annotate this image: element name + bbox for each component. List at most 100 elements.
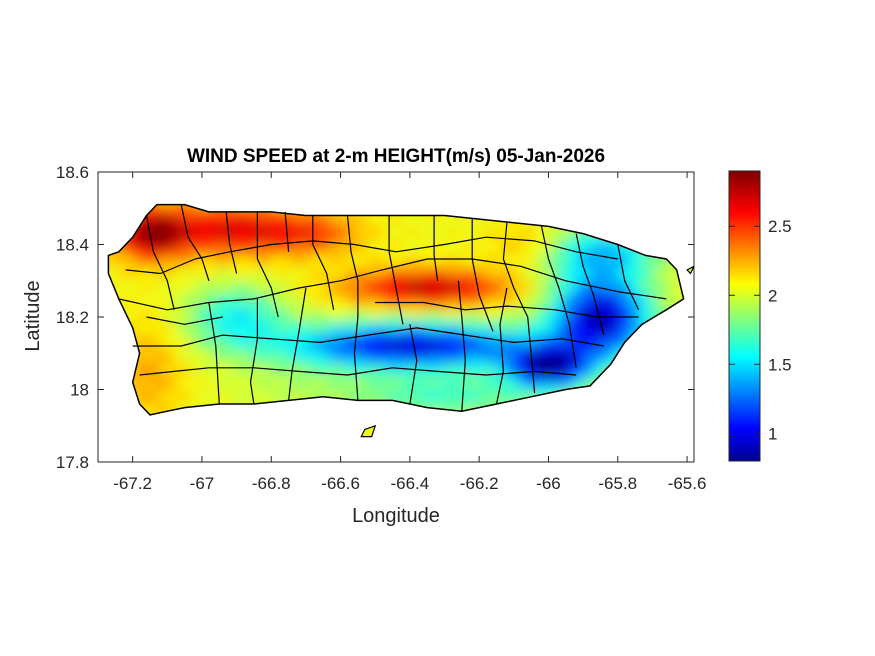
- wind-cell: [284, 352, 291, 359]
- wind-cell: [500, 238, 507, 245]
- wind-cell: [344, 334, 351, 341]
- wind-cell: [464, 220, 471, 227]
- wind-cell: [194, 316, 201, 323]
- wind-cell: [152, 334, 159, 341]
- wind-cell: [236, 274, 243, 281]
- wind-cell: [108, 268, 111, 275]
- wind-cell: [422, 238, 429, 245]
- municipal-border: [132, 327, 605, 347]
- wind-cell: [308, 346, 315, 353]
- wind-cell: [164, 208, 171, 215]
- wind-cell: [524, 364, 531, 371]
- wind-cell: [602, 322, 609, 329]
- wind-cell: [188, 304, 195, 311]
- wind-cell: [572, 304, 579, 311]
- wind-cell: [548, 226, 555, 233]
- wind-cell: [506, 334, 513, 341]
- wind-cell: [158, 256, 165, 263]
- wind-cell: [506, 262, 513, 269]
- wind-cell: [410, 238, 417, 245]
- wind-cell: [614, 340, 621, 347]
- wind-cell: [548, 370, 555, 377]
- wind-cell: [200, 274, 207, 281]
- wind-cell: [458, 358, 465, 365]
- wind-cell: [362, 280, 369, 287]
- wind-cell: [296, 382, 303, 389]
- wind-cell: [404, 322, 411, 329]
- wind-cell: [590, 256, 597, 263]
- wind-cell: [164, 298, 171, 305]
- wind-cell: [224, 262, 231, 269]
- wind-cell: [434, 268, 441, 275]
- wind-cell: [272, 352, 279, 359]
- wind-cell: [368, 334, 375, 341]
- wind-cell: [548, 304, 555, 311]
- colorbar-gradient: [728, 170, 761, 462]
- wind-cell: [548, 256, 555, 263]
- wind-cell: [242, 322, 249, 329]
- wind-cell: [440, 382, 447, 389]
- wind-cell: [374, 346, 381, 353]
- wind-cell: [350, 238, 357, 245]
- x-tick-label: -66.8: [252, 474, 291, 493]
- wind-cell: [578, 316, 585, 323]
- wind-cell: [224, 334, 231, 341]
- wind-cell: [254, 346, 261, 353]
- wind-cell: [416, 334, 423, 341]
- wind-cell: [554, 382, 561, 389]
- wind-cell: [554, 298, 561, 305]
- wind-cell: [206, 358, 213, 365]
- wind-cell: [488, 394, 495, 401]
- wind-cell: [572, 328, 579, 335]
- wind-cell: [428, 394, 435, 401]
- wind-cell: [590, 274, 597, 281]
- wind-cell: [632, 292, 639, 299]
- x-tick-label: -67: [190, 474, 215, 493]
- wind-cell: [248, 328, 255, 335]
- wind-cell: [650, 268, 657, 275]
- wind-cell: [554, 250, 561, 257]
- wind-cell: [380, 376, 387, 383]
- wind-cell: [176, 358, 183, 365]
- wind-cell: [128, 286, 135, 293]
- wind-cell: [494, 334, 501, 341]
- wind-cell: [398, 376, 405, 383]
- wind-cell: [164, 286, 171, 293]
- wind-cell: [212, 250, 219, 257]
- wind-cell: [290, 322, 297, 329]
- wind-cell: [326, 352, 333, 359]
- wind-cell: [428, 298, 435, 305]
- wind-cell: [266, 226, 273, 233]
- wind-cell: [434, 316, 441, 323]
- wind-cell: [434, 310, 441, 317]
- wind-cell: [170, 226, 177, 233]
- wind-cell: [176, 298, 183, 305]
- wind-cell: [458, 262, 465, 269]
- wind-cell: [248, 394, 255, 401]
- wind-cell: [290, 268, 297, 275]
- wind-cell: [620, 298, 627, 305]
- wind-cell: [146, 274, 153, 281]
- wind-cell: [482, 388, 489, 395]
- wind-cell: [554, 328, 561, 335]
- wind-cell: [482, 370, 489, 377]
- wind-cell: [440, 334, 447, 341]
- wind-cell: [152, 382, 159, 389]
- wind-cell: [218, 238, 225, 245]
- wind-cell: [506, 382, 513, 389]
- wind-cell: [518, 274, 525, 281]
- wind-cell: [314, 334, 321, 341]
- wind-cell: [140, 388, 147, 395]
- wind-cell: [230, 286, 237, 293]
- wind-cell: [662, 262, 669, 269]
- wind-cell: [200, 382, 207, 389]
- wind-cell: [314, 244, 321, 251]
- wind-cell: [602, 262, 609, 269]
- wind-cell: [242, 370, 249, 377]
- wind-cell: [458, 220, 465, 227]
- wind-cell: [134, 244, 141, 251]
- wind-cell: [506, 358, 513, 365]
- wind-cell: [278, 364, 285, 371]
- wind-cell: [452, 310, 459, 317]
